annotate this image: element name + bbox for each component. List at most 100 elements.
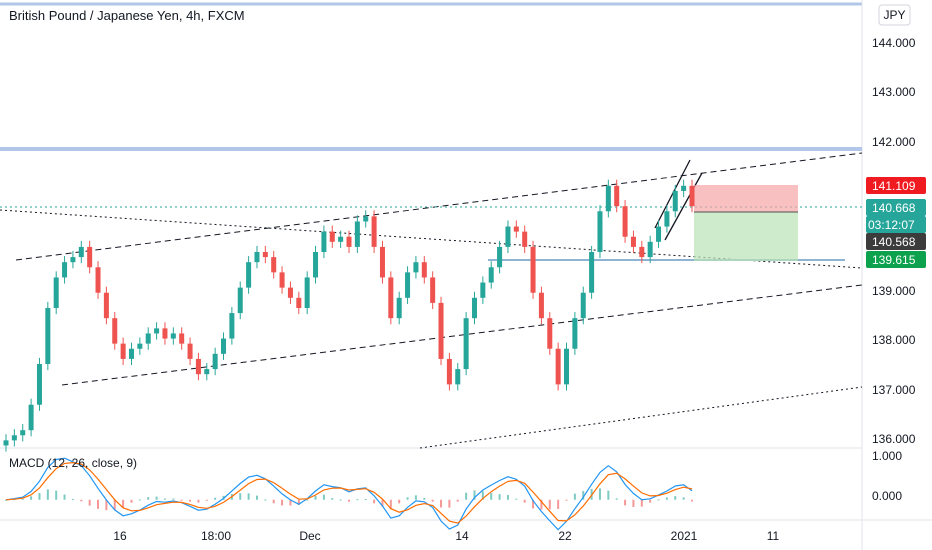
macd-line: [5, 457, 693, 531]
candle-body: [580, 292, 586, 319]
macd-histogram-bar: [172, 498, 175, 500]
candle-body: [471, 297, 477, 319]
macd-histogram-bar: [615, 498, 618, 500]
candle-body: [647, 241, 653, 258]
macd-histogram-bar: [573, 493, 576, 500]
macd-histogram-bar: [649, 499, 652, 503]
macd-pane: [5, 457, 693, 531]
candle-body: [221, 338, 227, 354]
candle-body: [388, 277, 394, 319]
macd-histogram-bar: [657, 499, 660, 501]
macd-histogram-bar: [105, 499, 108, 511]
macd-histogram-bar: [348, 499, 350, 502]
macd-histogram-bar: [373, 499, 376, 504]
stop-loss-zone[interactable]: [694, 185, 798, 212]
candle-body: [179, 333, 185, 344]
macd-histogram-bar: [97, 499, 100, 509]
y-tick-label: 137.000: [872, 383, 916, 397]
lower-support-line[interactable]: [419, 386, 863, 449]
y-tick-label: 139.000: [872, 284, 916, 298]
macd-histogram-bar: [490, 493, 493, 500]
candle-body: [614, 185, 620, 207]
candle-body: [480, 282, 486, 298]
x-tick-label: 11: [767, 529, 780, 543]
macd-histogram-bar: [155, 496, 158, 500]
candle-body: [162, 328, 168, 339]
descending-trendline[interactable]: [0, 209, 863, 269]
take-profit-zone[interactable]: [694, 212, 798, 261]
price-tag-last: 140.668: [866, 199, 926, 216]
macd-histogram-bar: [515, 498, 518, 500]
candle-body: [463, 318, 469, 370]
candle-body: [630, 236, 636, 247]
candle-body: [371, 216, 377, 247]
candle-body: [639, 246, 645, 258]
x-tick-label: 2021: [671, 529, 698, 543]
upper-channel-line[interactable]: [15, 152, 863, 261]
candle-body: [689, 185, 695, 207]
macd-histogram-bar: [88, 499, 91, 506]
candle-body: [354, 221, 360, 247]
candle-body: [62, 262, 68, 278]
macd-histogram-bar: [456, 499, 459, 502]
macd-histogram-bar: [180, 499, 183, 501]
macd-histogram-bar: [465, 492, 468, 500]
wedge-line-lower[interactable]: [664, 172, 703, 241]
candle-body: [497, 246, 503, 268]
price-tag-stop: 141.109: [866, 177, 926, 194]
candle-body: [187, 343, 193, 359]
macd-histogram-bar: [63, 494, 66, 500]
macd-histogram-bar: [582, 490, 585, 500]
macd-histogram-bar: [691, 499, 693, 502]
y-tick-label: 144.000: [872, 36, 916, 50]
candle-body: [103, 292, 109, 319]
macd-histogram-bar: [255, 495, 258, 500]
macd-histogram-bar: [189, 499, 192, 502]
candle-body: [78, 246, 84, 258]
price-tag-entry: 140.568: [866, 233, 926, 250]
candle-body: [154, 328, 160, 334]
candle-body: [421, 262, 427, 278]
macd-histogram-bar: [130, 499, 133, 503]
candle-body: [204, 369, 210, 375]
candle-body: [547, 318, 553, 349]
x-tick-label: 14: [455, 529, 469, 543]
y-tick-label: 142.000: [872, 135, 916, 149]
macd-histogram-bar: [55, 490, 58, 500]
candle-body: [304, 277, 310, 308]
candle-body: [237, 287, 243, 314]
candle-body: [589, 252, 595, 293]
candle-body: [279, 272, 285, 288]
candle-body: [564, 348, 570, 385]
candle-body: [254, 252, 260, 263]
macd-histogram-bar: [46, 489, 49, 500]
candle-body: [45, 308, 51, 364]
candle-body: [287, 287, 293, 298]
wedge-line-upper[interactable]: [654, 159, 691, 229]
macd-label: MACD (12, 26, close, 9): [9, 456, 137, 470]
candle-body: [605, 185, 611, 212]
countdown-label: 03:12:07: [868, 218, 915, 232]
macd-histogram-bar: [532, 499, 535, 509]
macd-histogram-bar: [674, 496, 677, 500]
macd-histogram-bar: [640, 499, 643, 507]
macd-histogram-bar: [381, 499, 384, 507]
candle-body: [672, 190, 678, 212]
macd-histogram-bar: [440, 499, 443, 508]
candle-body: [246, 262, 252, 288]
candle-body: [28, 404, 34, 431]
macd-histogram-bar: [423, 497, 426, 500]
macd-histogram-bar: [331, 498, 334, 500]
macd-histogram-bar: [113, 499, 116, 510]
macd-histogram-bar: [71, 498, 74, 500]
macd-histogram-bar: [406, 497, 409, 500]
lower-channel-line[interactable]: [61, 284, 863, 386]
currency-button[interactable]: [878, 4, 911, 26]
y-tick-label: 143.000: [872, 85, 916, 99]
x-tick-label: 22: [558, 529, 572, 543]
chart-title: British Pound / Japanese Yen, 4h, FXCM: [9, 8, 245, 23]
resistance-band: [0, 147, 862, 151]
macd-histogram-bar: [523, 499, 526, 503]
